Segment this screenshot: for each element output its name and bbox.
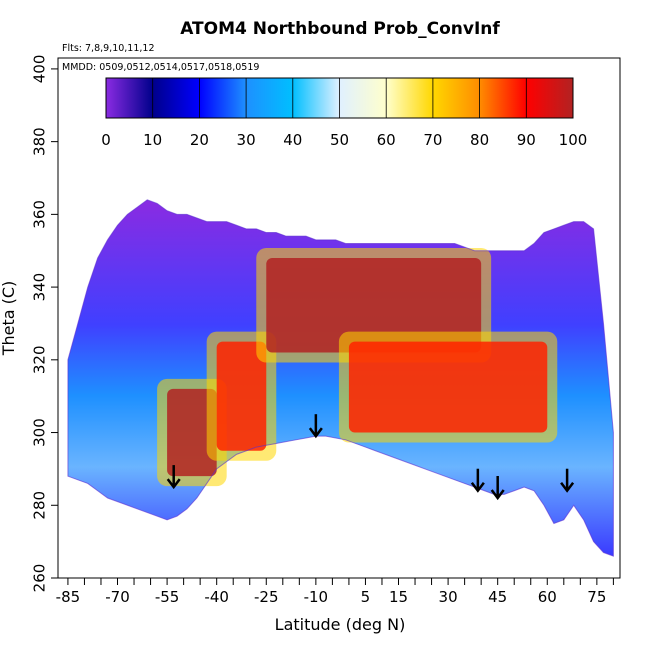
flight-marker-head	[560, 481, 575, 493]
colorbar-tick-label: 20	[190, 131, 209, 149]
y-axis: 260 280 300 320 340 360 380 400	[31, 55, 58, 593]
y-tick-label: 380	[31, 127, 49, 156]
x-tick-label: 5	[361, 588, 371, 606]
colorbar-tick-label: 30	[237, 131, 256, 149]
plot-frame	[57, 57, 621, 579]
colorbar: 0 10 20 30 40 50 60 70 80 90 100	[101, 77, 588, 149]
colorbar-tick-label: 80	[470, 131, 489, 149]
x-tick-label: 30	[439, 588, 458, 606]
x-tick-label: 60	[538, 588, 557, 606]
x-tick-label: -55	[155, 588, 180, 606]
heatmap-area	[67, 199, 614, 557]
y-tick-label: 320	[31, 345, 49, 374]
y-tick-label: 280	[31, 491, 49, 520]
flight-marker-head	[308, 427, 323, 439]
flight-marker-head	[490, 489, 505, 501]
y-tick-label: 400	[31, 55, 49, 84]
x-tick-label: -40	[204, 588, 229, 606]
flights-note: Flts: 7,8,9,10,11,12	[62, 43, 155, 54]
y-tick-label: 300	[31, 418, 49, 447]
high-prob-zone	[167, 388, 217, 477]
x-tick-label: -70	[105, 588, 130, 606]
high-prob-zone	[348, 341, 548, 433]
flight-marker-head	[166, 478, 181, 490]
x-axis-label: Latitude (deg N)	[275, 615, 406, 634]
colorbar-tick-label: 90	[517, 131, 536, 149]
colorbar-tick-label: 10	[143, 131, 162, 149]
colorbar-tick-label: 60	[377, 131, 396, 149]
x-tick-label: -85	[56, 588, 81, 606]
flight-marker-head	[470, 481, 485, 493]
dates-note: MMDD: 0509,0512,0514,0517,0518,0519	[62, 62, 259, 73]
chart-title: ATOM4 Northbound Prob_ConvInf	[180, 19, 500, 39]
y-tick-label: 340	[31, 273, 49, 302]
x-tick-label: 45	[488, 588, 507, 606]
y-tick-label: 360	[31, 200, 49, 229]
colorbar-tick-label: 70	[423, 131, 442, 149]
x-tick-label: -25	[254, 588, 279, 606]
y-axis-label: Theta (C)	[0, 281, 18, 357]
x-tick-label: -10	[304, 588, 329, 606]
high-prob-zone	[216, 341, 267, 451]
colorbar-tick-label: 0	[101, 131, 111, 149]
x-axis: -85 -70 -55 -40 -25 -10 5 15 30 45 60 75	[56, 578, 614, 606]
x-tick-label: 15	[389, 588, 408, 606]
colorbar-tick-label: 40	[283, 131, 302, 149]
colorbar-tick-label: 100	[559, 131, 588, 149]
flight-markers	[166, 414, 575, 501]
colorbar-tick-label: 50	[330, 131, 349, 149]
y-tick-label: 260	[31, 564, 49, 593]
x-tick-label: 75	[587, 588, 606, 606]
high-prob-zone	[266, 258, 482, 353]
data-region-outline	[67, 199, 614, 557]
